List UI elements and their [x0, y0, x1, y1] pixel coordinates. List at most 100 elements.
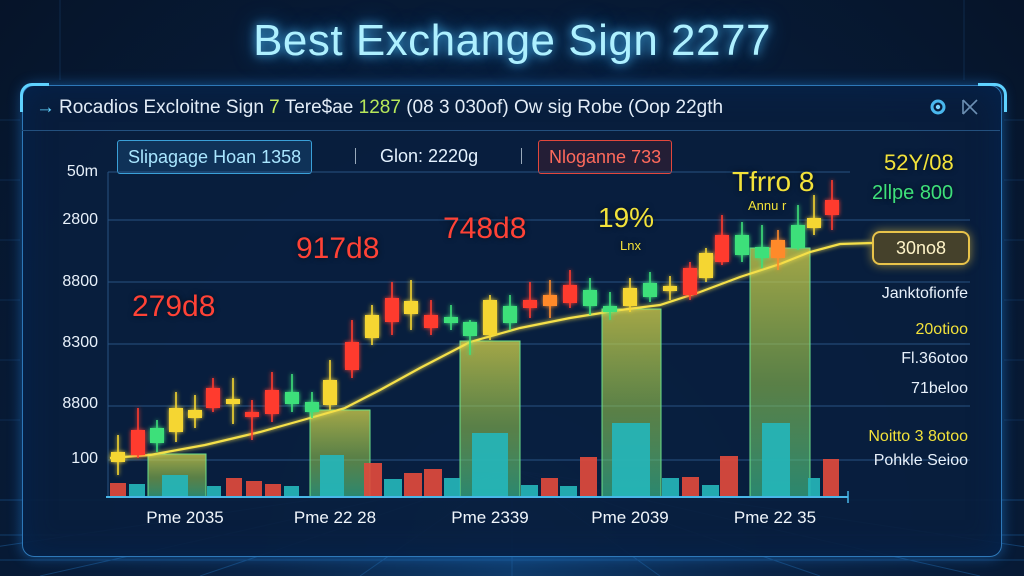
candle-body	[623, 288, 637, 306]
candle-body	[305, 402, 319, 412]
right-label: 71beloo	[911, 380, 968, 397]
annotation-yellow-1-sub: Lnx	[620, 238, 641, 253]
panel-header: → Rocadios Excloitne Sign 7 Tere$ae 1287 …	[22, 85, 1000, 131]
right-label: Noitto 3 8otoo	[868, 428, 968, 445]
close-icon[interactable]	[960, 97, 980, 117]
candle-body	[755, 247, 769, 258]
candle-body	[206, 388, 220, 408]
right-label: 20otioo	[915, 321, 969, 338]
header-text-part3: (08 3 030of) Ow sig Robe (Oop 22gth	[406, 97, 724, 118]
volume-bar	[823, 459, 839, 497]
candle-body	[463, 322, 477, 336]
slippage-chip[interactable]: Slipagage Hoan 1358	[117, 140, 313, 174]
volume-bar	[424, 469, 442, 497]
candle-body	[424, 315, 438, 328]
volume-bar	[541, 478, 558, 497]
candle-body	[603, 306, 617, 312]
candle-body	[825, 200, 839, 215]
candle-body	[323, 380, 337, 405]
y-axis-label: 8800	[62, 395, 98, 412]
current-price-pill: 30no8	[872, 231, 970, 265]
annotation-yellow-1: 19%	[598, 202, 655, 233]
annotation-yellow-2-sub: Annu r	[748, 198, 787, 213]
chip-separator	[521, 148, 522, 164]
annotation-yellow-2: Tfrro 8	[732, 166, 815, 197]
page-title: Best Exchange Sign 2277	[253, 16, 771, 65]
x-axis-label: Pme 22 28	[293, 508, 377, 527]
candle-body	[523, 300, 537, 308]
candle-body	[715, 235, 729, 262]
panel-corner-accent	[20, 83, 49, 112]
x-axis-label: Pme 2039	[591, 508, 669, 527]
volume-bar	[662, 478, 679, 497]
candle-body	[245, 412, 259, 417]
volume-bar	[284, 486, 299, 497]
annotation-red-1: 279d8	[132, 290, 216, 323]
candle-body	[131, 430, 145, 455]
right-label: Janktofionfe	[881, 285, 968, 302]
volume-bar	[384, 479, 402, 497]
volume-bar	[560, 486, 577, 497]
candle-body	[503, 306, 517, 323]
volume-bar	[265, 484, 281, 497]
candle-body	[699, 253, 713, 278]
candles	[111, 180, 839, 475]
candle-body	[285, 392, 299, 404]
right-label: Pohkle Seioo	[873, 452, 968, 469]
volume-bar	[472, 433, 508, 497]
volume-bar	[110, 483, 126, 497]
volume-bar	[580, 457, 597, 497]
panel-corner-accent	[978, 83, 1007, 112]
header-accent-1: 7	[269, 97, 280, 118]
candle-body	[583, 290, 597, 306]
volume-bar	[762, 423, 790, 497]
candle-body	[188, 410, 202, 418]
volume-bar	[702, 485, 719, 497]
candle-body	[543, 295, 557, 306]
x-axis-label: Pme 2035	[146, 508, 224, 527]
candle-body	[807, 218, 821, 228]
candle-body	[444, 317, 458, 323]
info-chip[interactable]: Glon: 2220g	[380, 146, 479, 166]
volume-bar	[246, 481, 262, 497]
candle-body	[643, 283, 657, 297]
candle-body	[265, 390, 279, 414]
candle-body	[226, 399, 240, 404]
volume-bar	[320, 455, 344, 497]
arrow-right-icon[interactable]: →	[36, 97, 55, 118]
refresh-icon[interactable]	[928, 97, 948, 117]
candle-body	[771, 240, 785, 258]
candle-body	[365, 315, 379, 338]
candle-body	[791, 225, 805, 248]
volume-bar	[444, 478, 460, 497]
x-axis-label: Pme 2339	[451, 508, 529, 527]
candle-body	[563, 285, 577, 303]
trend-line	[109, 241, 873, 460]
alert-chip[interactable]: Nloganne 733	[538, 140, 673, 174]
volume-bar	[682, 477, 699, 497]
highlight-bars	[147, 247, 811, 498]
candle-body	[385, 298, 399, 322]
y-axis-label: 100	[71, 450, 98, 467]
candle-body	[111, 452, 125, 462]
header-text-part1: Rocadios Excloitne Sign	[59, 97, 264, 118]
top-right-subvalue: 2llpe 800	[872, 182, 954, 204]
volume-bar	[162, 475, 188, 497]
volume-bar	[404, 473, 422, 497]
candle-body	[404, 301, 418, 314]
top-right-value: 52Y/08	[884, 150, 954, 175]
volume-bar	[720, 456, 738, 497]
candle-body	[169, 408, 183, 432]
x-axis-label: Pme 22 35	[733, 508, 817, 527]
volume-bar	[521, 485, 538, 497]
candle-body	[345, 342, 359, 370]
right-label: Fl.36otoo	[901, 350, 968, 367]
candle-body	[483, 300, 497, 335]
volume-bar	[612, 423, 650, 497]
candle-body	[150, 428, 164, 443]
volume-bars	[110, 423, 839, 497]
candle-body	[663, 286, 677, 291]
volume-bar	[808, 478, 820, 497]
volume-bar	[226, 478, 242, 497]
